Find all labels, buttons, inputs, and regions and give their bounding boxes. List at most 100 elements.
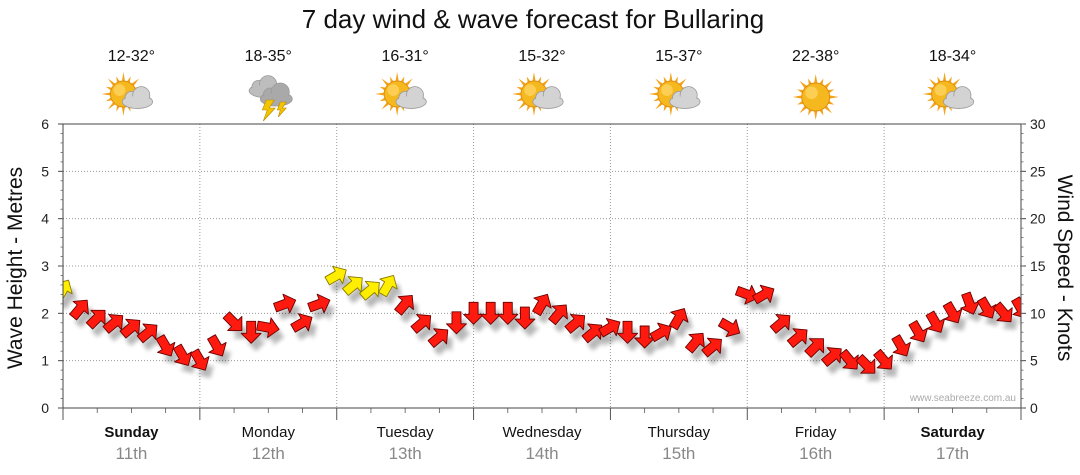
day-weather: 12-32° [101, 48, 155, 116]
cloud-part [533, 96, 563, 108]
wind-arrows [63, 265, 1021, 382]
sun-ray [116, 76, 120, 83]
sun-ray [797, 100, 804, 105]
day-temp: 15-32° [518, 48, 565, 65]
wind-arrow [855, 353, 876, 374]
thunderstorm-icon [248, 75, 293, 122]
sun-ray [814, 74, 818, 84]
right-tick-label: 0 [1030, 400, 1038, 416]
right-tick-label: 5 [1030, 353, 1038, 369]
lightning-bolt [261, 99, 276, 122]
wind-arrow-shadow [125, 327, 145, 347]
sun-ray [824, 105, 832, 114]
right-tick-label: 25 [1030, 163, 1046, 179]
partly-cloudy-icon [375, 72, 427, 116]
sun-ray [512, 92, 522, 96]
sun-ray [526, 105, 531, 112]
wind-arrow [548, 304, 568, 326]
cloud-part [396, 96, 426, 108]
partly-cloudy-icon [512, 72, 564, 116]
sun-ray [653, 86, 660, 91]
wind-arrow [564, 314, 586, 334]
sun-ray [827, 100, 835, 105]
sun-ray [121, 72, 125, 82]
sun-highlight [805, 86, 818, 100]
day-name: Sunday [104, 424, 159, 441]
wind-arrow [207, 334, 227, 357]
sun-ray [105, 97, 113, 102]
sun-ray [814, 110, 818, 120]
sun-ray [808, 109, 812, 116]
wind-arrow-shadow [706, 346, 727, 365]
sun-ray [655, 78, 663, 86]
wind-arrow [497, 301, 519, 325]
wind-arrow [307, 293, 331, 314]
sun-ray [827, 89, 835, 94]
wind-arrow [190, 348, 210, 371]
wind-arrow [925, 310, 946, 333]
sun-ray [937, 105, 942, 112]
sun-ray [653, 97, 660, 102]
wind-arrow-shadow [246, 329, 267, 352]
day-weather: 15-32° [512, 48, 566, 116]
wind-arrow-shadow [108, 322, 128, 342]
day-name: Monday [242, 424, 296, 441]
wind-arrow [410, 314, 432, 334]
wind-arrow [752, 284, 775, 305]
day-date: 12th [252, 444, 285, 463]
wind-arrow [136, 323, 158, 344]
sun-ray [107, 78, 116, 86]
sun-ray [518, 78, 526, 86]
sun-ray [678, 78, 687, 86]
sun-ray [131, 78, 139, 86]
right-tick-label: 15 [1030, 258, 1046, 274]
wind-arrow [342, 276, 363, 296]
weather-row: 12-32° 18-35° 16-31° 15-32° 15-37° 22-38° 18-3… [101, 48, 976, 122]
sun-highlight [524, 84, 536, 96]
sun-ray [792, 95, 802, 99]
sun-ray [379, 97, 386, 102]
day-name: Wednesday [503, 424, 582, 441]
day-name: Friday [795, 424, 837, 441]
wind-arrow [669, 308, 689, 331]
sun-ray [929, 102, 937, 110]
left-tick-label: 2 [41, 305, 49, 321]
sun-ray [105, 86, 113, 91]
sun-ray [389, 105, 394, 112]
sun-ray [648, 92, 658, 96]
sun-ray [121, 106, 125, 116]
wind-arrow [598, 317, 621, 338]
left-tick-label: 1 [41, 353, 49, 369]
sun-ray [674, 76, 679, 83]
sun-ray [381, 78, 390, 86]
day-date: 11th [116, 444, 148, 463]
wind-arrow [649, 322, 672, 343]
sun-ray [542, 78, 550, 86]
wind-arrow-shadow [792, 336, 813, 356]
wind-arrow-shadow [451, 319, 472, 342]
sun-ray [669, 72, 673, 82]
day-temp: 22-38° [792, 48, 839, 65]
wind-arrow [804, 338, 824, 358]
wind-arrow-shadow [775, 322, 795, 342]
wind-arrow [734, 284, 759, 305]
wind-arrow [769, 314, 791, 334]
left-axis: 0 1 2 3 4 5 6 [41, 116, 63, 416]
right-axis-label: Wind Speed - Knots [1053, 175, 1076, 362]
right-tick-label: 30 [1030, 116, 1046, 132]
day-date: 16th [799, 444, 832, 463]
wind-arrow [463, 301, 485, 325]
day-temp: 18-35° [245, 48, 292, 65]
day-weather: 15-37° [648, 48, 703, 116]
sun-ray [516, 86, 523, 91]
day-temp: 15-37° [655, 48, 702, 65]
wind-arrow [69, 299, 89, 321]
day-name: Saturday [920, 424, 985, 441]
sun-ray [927, 97, 934, 102]
wind-arrow-shadow [142, 331, 162, 351]
wind-arrow [717, 317, 741, 338]
sun-ray [537, 76, 542, 83]
day-temp: 12-32° [108, 48, 155, 65]
wind-arrow [119, 318, 141, 339]
